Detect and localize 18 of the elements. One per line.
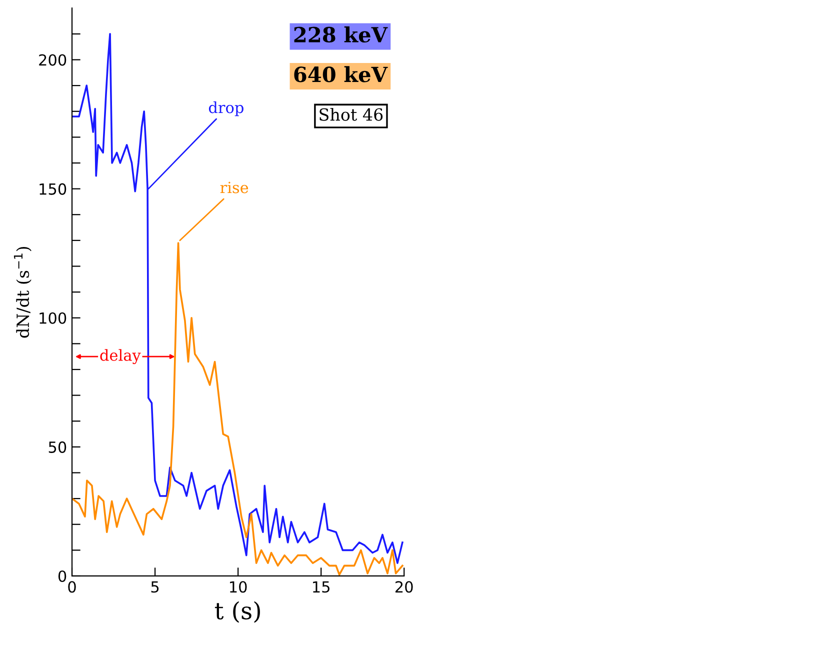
y-tick-label: 200 — [39, 54, 66, 66]
x-tick-label: 0 — [68, 581, 76, 593]
x-tick-label: 5 — [151, 581, 159, 593]
annotation: drop — [208, 101, 244, 116]
x-axis-title: t (s) — [214, 601, 260, 623]
y-tick-label: 100 — [40, 312, 66, 324]
y-tick-label: 150 — [40, 183, 66, 195]
annotation: rise — [220, 182, 248, 194]
x-tick-label: 10 — [230, 581, 247, 593]
x-tick-label: 15 — [313, 581, 330, 593]
y-axis-title: dN/dt (s$^{−1}$) — [14, 246, 32, 338]
y-tick-label: 0 — [58, 570, 66, 582]
text: 640 keV — [294, 66, 388, 82]
x-tick-label: 20 — [395, 581, 413, 593]
text: 228 keV — [294, 26, 388, 43]
annotation: Shot 46 — [320, 108, 383, 121]
y-tick-label: 50 — [48, 441, 66, 453]
annotation: delay — [100, 349, 141, 364]
